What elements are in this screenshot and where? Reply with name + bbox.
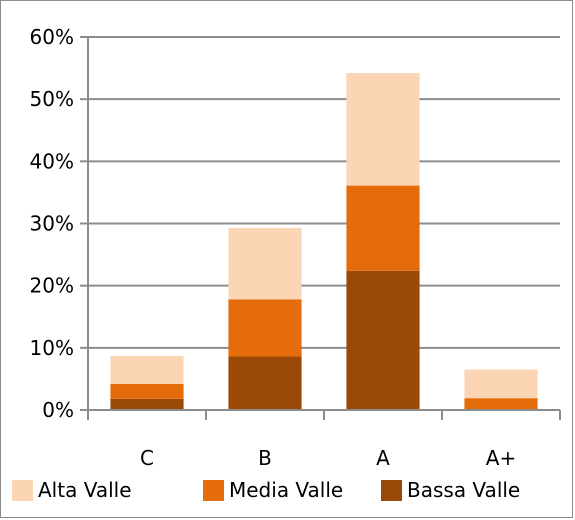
legend-swatch xyxy=(381,480,402,501)
y-tick-label: 20% xyxy=(30,274,74,298)
x-tick-label: A+ xyxy=(486,446,516,470)
bar-segment xyxy=(464,398,538,410)
legend-swatch xyxy=(12,480,33,501)
bar-segment xyxy=(346,270,420,410)
y-tick-label: 60% xyxy=(30,25,74,49)
y-tick-labels: 0% 10% 20% 30% 40% 50% 60% xyxy=(30,25,74,422)
legend-label: Alta Valle xyxy=(38,478,132,502)
y-tick-label: 0% xyxy=(42,398,74,422)
bar-segment xyxy=(464,369,538,399)
bar-segment xyxy=(346,73,420,186)
y-tick-label: 10% xyxy=(30,336,74,360)
x-tick-label: B xyxy=(258,446,272,470)
x-tick-labels: C B A A+ xyxy=(140,446,516,470)
gridlines xyxy=(88,36,560,349)
bar-segment xyxy=(110,355,184,384)
y-tick-label: 40% xyxy=(30,149,74,173)
y-tick-label: 30% xyxy=(30,212,74,236)
legend: Alta Valle Media Valle Bassa Valle xyxy=(12,478,520,502)
x-tick-label: C xyxy=(140,446,154,470)
legend-label: Bassa Valle xyxy=(407,478,520,502)
bar-segment xyxy=(110,383,184,399)
bar-segment xyxy=(228,299,302,357)
bar-segment xyxy=(228,227,302,300)
axes xyxy=(80,36,561,420)
x-tick-label: A xyxy=(376,446,390,470)
bar-segment xyxy=(110,398,184,410)
bars xyxy=(110,73,538,410)
legend-swatch xyxy=(203,480,224,501)
legend-label: Media Valle xyxy=(229,478,343,502)
y-tick-label: 50% xyxy=(30,87,74,111)
bar-segment xyxy=(228,356,302,410)
bar-segment xyxy=(346,185,420,271)
